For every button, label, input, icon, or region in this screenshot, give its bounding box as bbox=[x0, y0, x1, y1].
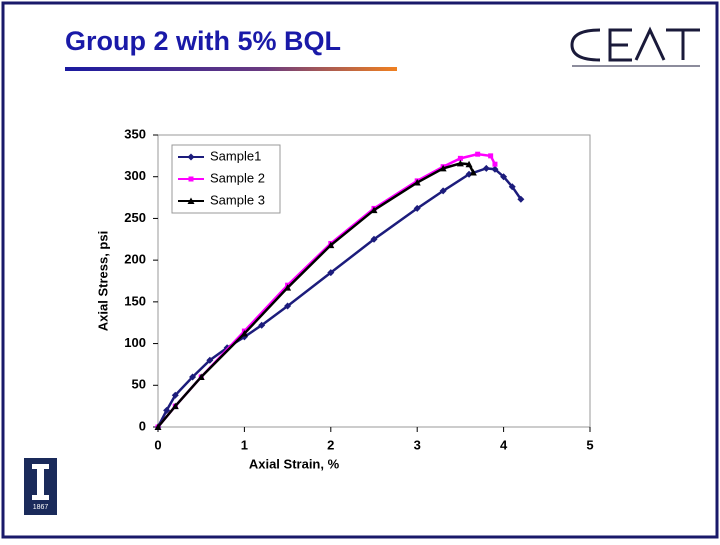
data-point bbox=[465, 160, 473, 168]
data-point bbox=[457, 155, 463, 161]
data-point bbox=[258, 321, 266, 329]
x-tick-label: 0 bbox=[154, 437, 161, 452]
y-tick-label: 350 bbox=[124, 126, 146, 141]
data-point bbox=[154, 423, 162, 430]
data-point bbox=[482, 164, 490, 172]
data-point bbox=[491, 165, 499, 173]
data-point bbox=[327, 241, 335, 249]
data-point bbox=[517, 195, 525, 203]
y-tick-label: 0 bbox=[139, 418, 146, 433]
data-point bbox=[413, 179, 421, 186]
y-tick-label: 50 bbox=[132, 377, 146, 392]
data-point bbox=[508, 183, 516, 191]
legend-label: Sample1 bbox=[210, 148, 261, 163]
top-logo bbox=[570, 26, 700, 67]
x-tick-label: 5 bbox=[586, 437, 593, 452]
data-point bbox=[370, 235, 378, 243]
logo-year: 1867 bbox=[33, 504, 49, 511]
data-point bbox=[284, 284, 292, 291]
data-point bbox=[465, 170, 473, 178]
y-tick-label: 250 bbox=[124, 210, 146, 225]
data-point bbox=[456, 159, 464, 167]
data-point bbox=[171, 391, 179, 399]
title-underline bbox=[65, 67, 397, 71]
data-point bbox=[163, 406, 171, 414]
data-point bbox=[500, 173, 508, 181]
data-point bbox=[197, 373, 205, 380]
data-point bbox=[240, 330, 248, 337]
x-tick-label: 4 bbox=[500, 437, 508, 452]
y-tick-label: 200 bbox=[124, 252, 146, 267]
university-logo: 1867 bbox=[24, 458, 57, 515]
data-point bbox=[187, 197, 195, 204]
x-tick-label: 1 bbox=[241, 437, 248, 452]
data-point bbox=[439, 187, 447, 195]
data-point bbox=[327, 269, 335, 277]
data-point bbox=[488, 153, 494, 159]
data-point bbox=[171, 402, 179, 410]
x-tick-label: 2 bbox=[327, 437, 334, 452]
y-tick-label: 100 bbox=[124, 335, 146, 350]
data-point bbox=[413, 204, 421, 212]
slide-title: Group 2 with 5% BQL bbox=[65, 26, 341, 56]
data-point bbox=[188, 176, 194, 182]
data-point bbox=[475, 151, 481, 157]
y-axis-label: Axial Stress, psi bbox=[95, 231, 110, 331]
data-point bbox=[439, 164, 447, 172]
y-tick-label: 300 bbox=[124, 168, 146, 183]
legend-label: Sample 2 bbox=[210, 170, 265, 185]
data-point bbox=[284, 302, 292, 310]
data-point bbox=[492, 161, 498, 167]
x-tick-label: 3 bbox=[414, 437, 421, 452]
data-point bbox=[187, 153, 195, 161]
x-axis-label: Axial Strain, % bbox=[249, 456, 340, 471]
legend-label: Sample 3 bbox=[210, 192, 265, 207]
data-point bbox=[189, 373, 197, 381]
data-point bbox=[206, 356, 214, 364]
data-point bbox=[469, 169, 477, 176]
y-tick-label: 150 bbox=[124, 293, 146, 308]
data-point bbox=[370, 206, 378, 214]
